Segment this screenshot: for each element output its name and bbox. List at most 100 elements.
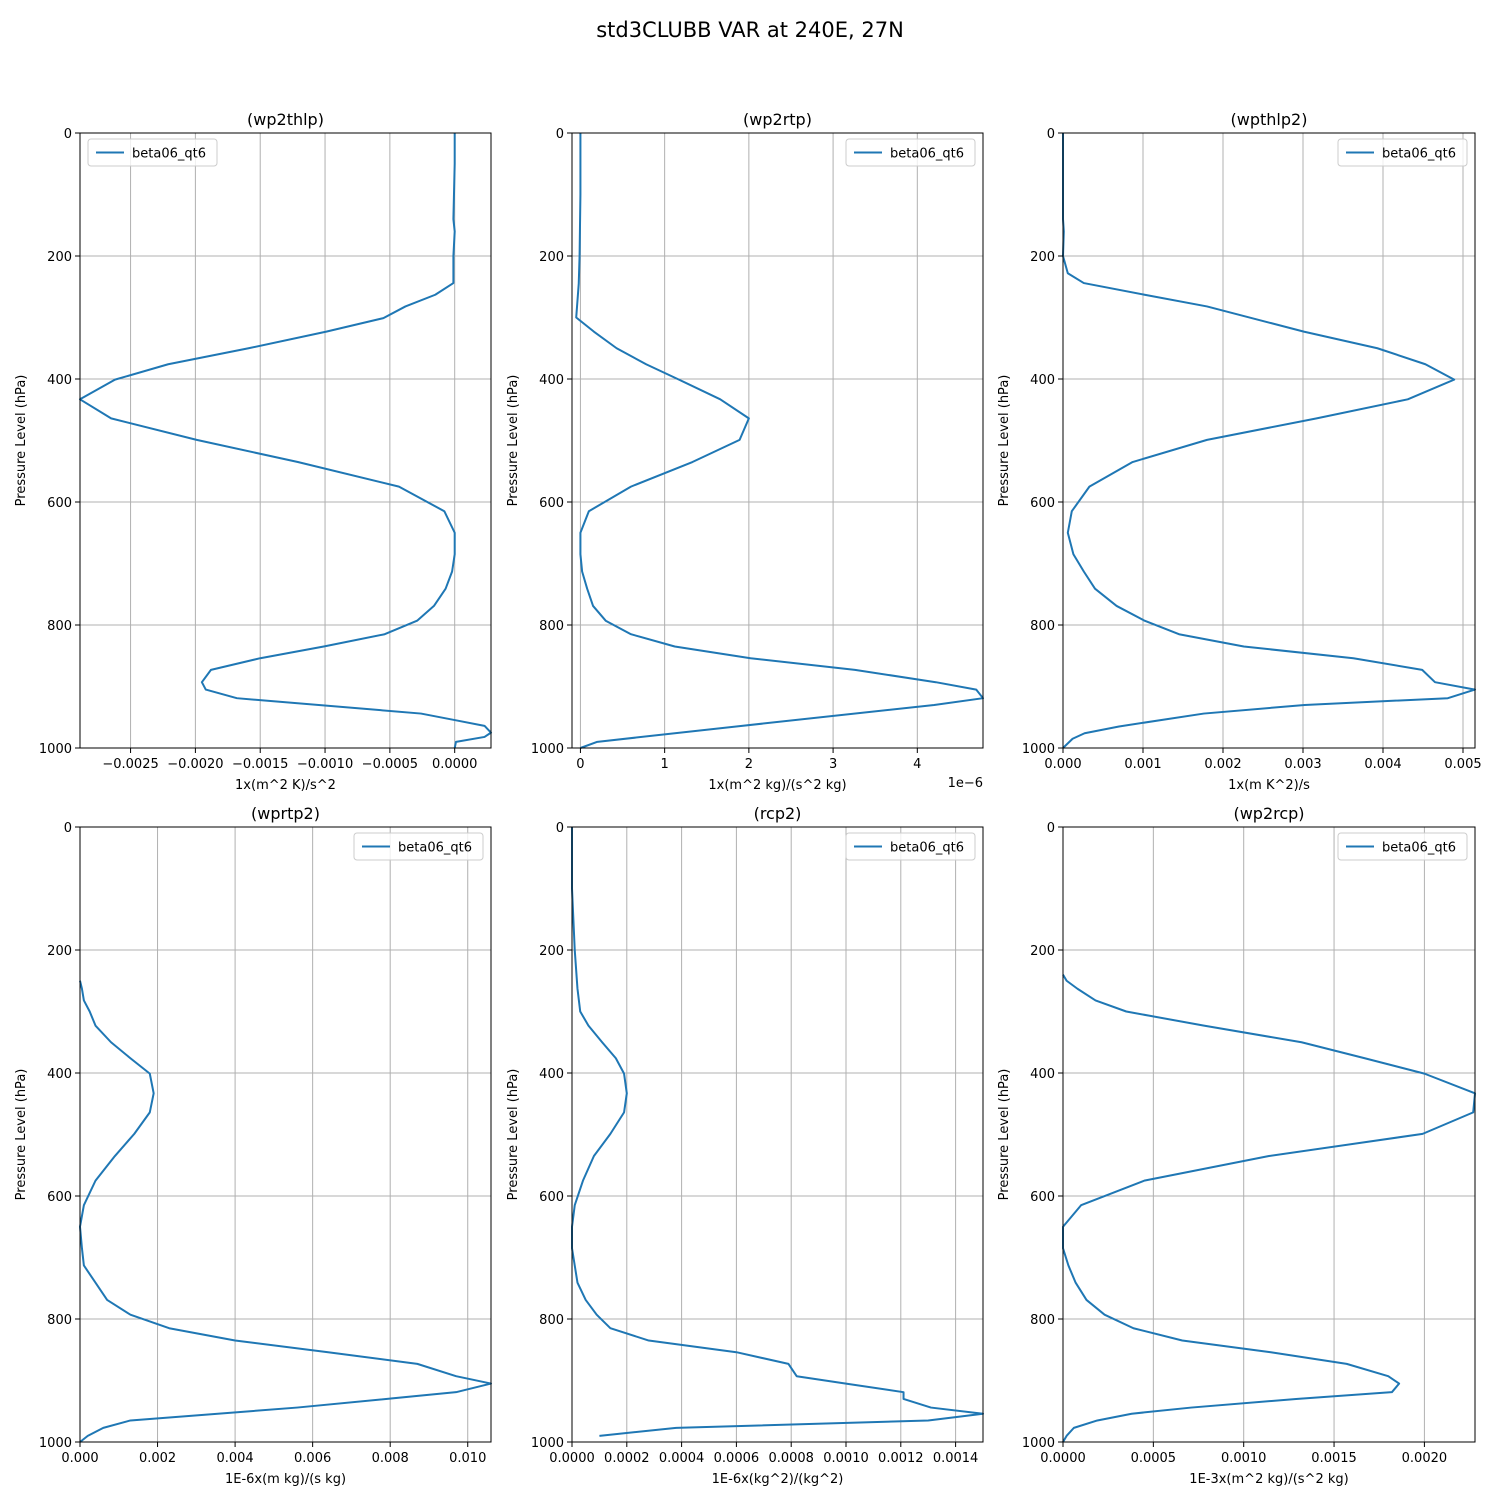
y-tick-label: 0: [556, 127, 564, 142]
x-tick-label: −0.0015: [232, 757, 288, 772]
y-tick-label: 200: [47, 944, 72, 959]
x-axis-label: 1E-3x(m^2 kg)/(s^2 kg): [1189, 1472, 1348, 1487]
series-line-beta06_qt6: [571, 827, 984, 1437]
y-axis-label: Pressure Level (hPa): [14, 1069, 29, 1201]
panel-title: (wpthlp2): [1231, 110, 1308, 129]
panel-title: (wp2thlp): [247, 110, 324, 129]
x-axis: 0.000 0.001 0.002 0.003 0.004 0.005: [1044, 748, 1482, 772]
y-tick-label: 0: [1047, 821, 1055, 836]
y-tick-label: 800: [539, 619, 564, 634]
x-tick-label: 0.006: [294, 1451, 331, 1466]
y-tick-label: 400: [539, 373, 564, 388]
x-tick-label: 0.0012: [878, 1451, 924, 1466]
x-axis-label: 1x(m^2 kg)/(s^2 kg): [708, 778, 846, 793]
legend-frame: [845, 138, 976, 167]
x-tick-label: 4: [913, 757, 921, 772]
y-axis: 0 200 400 600 800 1000: [531, 821, 572, 1451]
y-tick-label: 400: [47, 1067, 72, 1082]
y-tick-label: 1000: [531, 1436, 564, 1451]
y-tick-label: 200: [539, 944, 564, 959]
x-tick-label: 0.0006: [714, 1451, 760, 1466]
y-tick-label: 800: [539, 1313, 564, 1328]
y-axis-label: Pressure Level (hPa): [997, 1069, 1012, 1201]
y-axis-label: Pressure Level (hPa): [14, 375, 29, 507]
y-tick-label: 1000: [39, 742, 72, 757]
panel-title: (wp2rcp): [1233, 804, 1304, 823]
x-tick-label: 0.004: [216, 1451, 253, 1466]
legend-label: beta06_qt6: [132, 147, 206, 162]
x-tick-label: 0.008: [372, 1451, 409, 1466]
chart-panel-4: 0.000 0.002 0.004 0.006 0.008 0.010 0 200 400 600…: [14, 804, 492, 1487]
x-axis: 0.0000 0.0002 0.0004 0.0006 0.0008 0.0010 0.00…: [549, 1442, 978, 1466]
y-tick-label: 600: [539, 496, 564, 511]
y-tick-label: 600: [1030, 496, 1055, 511]
series-line-beta06_qt6: [1062, 974, 1476, 1443]
y-tick-label: 600: [47, 496, 72, 511]
x-tick-label: 0.002: [1204, 757, 1241, 772]
x-tick-label: 0.0000: [432, 757, 478, 772]
x-tick-label: 0.0014: [933, 1451, 979, 1466]
legend-label: beta06_qt6: [1382, 147, 1456, 162]
x-axis: 0.0000 0.0005 0.0010 0.0015 0.0020: [1040, 1442, 1447, 1466]
y-tick-label: 0: [556, 821, 564, 836]
legend-label: beta06_qt6: [890, 841, 964, 856]
y-tick-label: 0: [64, 127, 72, 142]
y-tick-label: 200: [1030, 250, 1055, 265]
plot-frame: [79, 132, 492, 749]
x-tick-label: 0.004: [1364, 757, 1401, 772]
x-tick-label: −0.0005: [362, 757, 418, 772]
y-tick-label: 0: [64, 821, 72, 836]
x-tick-label: 0.000: [61, 1451, 98, 1466]
legend: beta06_qt6: [353, 832, 484, 861]
x-tick-label: −0.0020: [167, 757, 223, 772]
y-tick-label: 1000: [1022, 1436, 1055, 1451]
y-tick-label: 400: [47, 373, 72, 388]
legend: beta06_qt6: [845, 832, 976, 861]
y-tick-label: 800: [1030, 619, 1055, 634]
chart-panel-5: 0.0000 0.0002 0.0004 0.0006 0.0008 0.0010 0.00…: [506, 804, 984, 1487]
y-axis: 0 200 400 600 800 1000: [39, 127, 80, 757]
x-axis-label: 1E-6x(kg^2)/(kg^2): [712, 1472, 844, 1487]
plot-frame: [571, 826, 984, 1443]
x-axis-label: 1E-6x(m kg)/(s kg): [225, 1472, 346, 1487]
y-axis: 0 200 400 600 800 1000: [1022, 821, 1063, 1451]
x-tick-label: 0.0020: [1402, 1451, 1448, 1466]
x-axis-label: 1x(m K^2)/s: [1228, 778, 1310, 793]
series-line-beta06_qt6: [79, 980, 492, 1443]
x-tick-label: 0: [576, 757, 584, 772]
plot-frame: [571, 132, 984, 749]
panel-title: (wprtp2): [251, 804, 320, 823]
x-tick-label: 0.0002: [604, 1451, 650, 1466]
x-tick-label: 0.0000: [549, 1451, 595, 1466]
y-tick-label: 600: [1030, 1190, 1055, 1205]
y-tick-label: 200: [1030, 944, 1055, 959]
x-tick-label: 0.003: [1284, 757, 1321, 772]
y-tick-label: 200: [539, 250, 564, 265]
x-tick-label: 0.0008: [768, 1451, 814, 1466]
figure-title: std3CLUBB VAR at 240E, 27N: [596, 18, 904, 42]
x-tick-label: −0.0010: [297, 757, 353, 772]
legend-label: beta06_qt6: [1382, 841, 1456, 856]
chart-panel-2: 0 1 2 3 4 0 200 400 600 800 1000 (wp2rtp) 1x(m^2 kg)…: [506, 110, 984, 793]
panel-title: (wp2rtp): [743, 110, 812, 129]
x-axis: −0.0025 −0.0020 −0.0015 −0.0010 −0.0005 0.000…: [102, 748, 477, 772]
plot-frame: [1062, 826, 1476, 1443]
x-axis: 0 1 2 3 4: [576, 748, 921, 772]
y-axis-label: Pressure Level (hPa): [997, 375, 1012, 507]
chart-panel-3: 0.000 0.001 0.002 0.003 0.004 0.005 0 200 400 600…: [997, 110, 1482, 793]
x-tick-label: 0.0004: [659, 1451, 705, 1466]
x-tick-label: 2: [745, 757, 753, 772]
y-axis-label: Pressure Level (hPa): [506, 375, 521, 507]
x-tick-label: 0.0000: [1040, 1451, 1086, 1466]
x-tick-label: 0.0015: [1311, 1451, 1357, 1466]
legend: beta06_qt6: [1337, 138, 1468, 167]
legend: beta06_qt6: [1337, 832, 1468, 861]
panels: −0.0025 −0.0020 −0.0015 −0.0010 −0.0005 0.000…: [14, 110, 1482, 1487]
plot-frame: [1062, 132, 1476, 749]
x-tick-label: 0.002: [139, 1451, 176, 1466]
x-tick-label: 1: [661, 757, 669, 772]
y-tick-label: 1000: [531, 742, 564, 757]
x-tick-label: 3: [829, 757, 837, 772]
y-axis: 0 200 400 600 800 1000: [39, 821, 80, 1451]
